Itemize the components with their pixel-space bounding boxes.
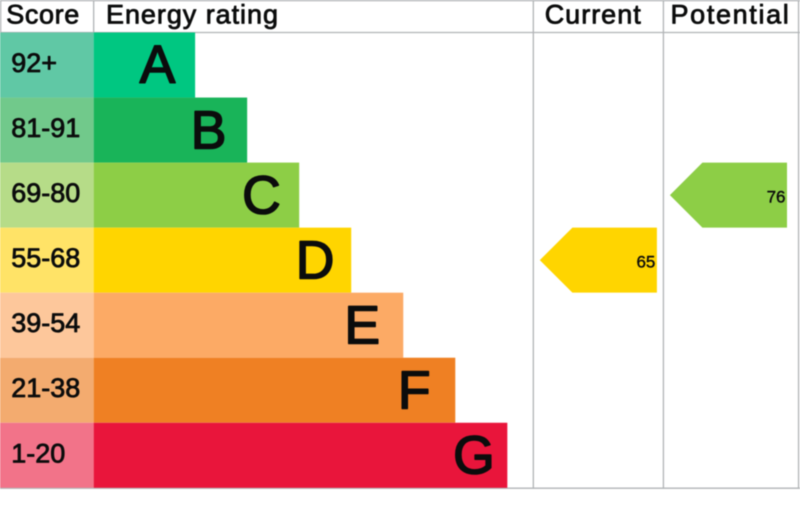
svg-text:Energy rating: Energy rating — [106, 0, 279, 29]
svg-text:A: A — [140, 36, 176, 95]
svg-text:D: D — [296, 231, 335, 290]
svg-text:Score: Score — [6, 0, 80, 29]
svg-text:1-20: 1-20 — [11, 438, 65, 468]
svg-text:55-68: 55-68 — [11, 243, 80, 273]
svg-text:B: B — [191, 101, 227, 160]
svg-text:G: G — [453, 427, 495, 486]
svg-text:69-80: 69-80 — [11, 178, 80, 208]
svg-text:Current: Current — [545, 0, 642, 29]
svg-text:E: E — [344, 296, 380, 355]
svg-text:Potential: Potential — [671, 0, 791, 29]
svg-text:F: F — [398, 361, 431, 420]
svg-text:21-38: 21-38 — [11, 373, 80, 403]
svg-text:65: 65 — [636, 253, 655, 272]
svg-text:C: C — [242, 166, 281, 225]
svg-text:76: 76 — [767, 187, 786, 206]
svg-text:92+: 92+ — [11, 48, 57, 78]
svg-text:39-54: 39-54 — [11, 308, 80, 338]
svg-text:81-91: 81-91 — [11, 113, 80, 143]
